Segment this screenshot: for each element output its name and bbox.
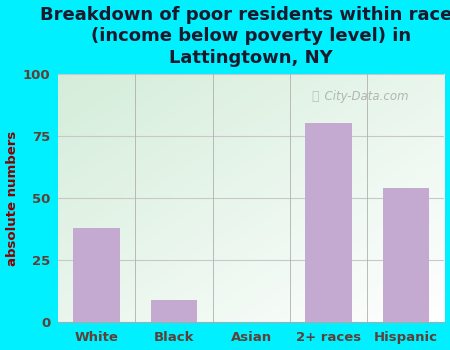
Y-axis label: absolute numbers: absolute numbers: [5, 131, 18, 266]
Bar: [73, 228, 120, 322]
Bar: [382, 188, 429, 322]
Title: Breakdown of poor residents within races
(income below poverty level) in
Latting: Breakdown of poor residents within races…: [40, 6, 450, 66]
Bar: [305, 124, 352, 322]
Text: ⓘ: ⓘ: [311, 90, 319, 103]
Text: City-Data.com: City-Data.com: [317, 90, 409, 103]
Bar: [151, 300, 197, 322]
